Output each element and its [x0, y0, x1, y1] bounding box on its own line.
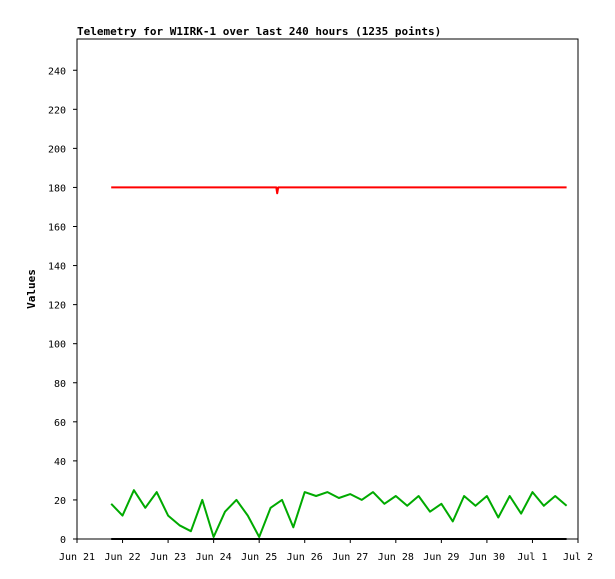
series-line-2	[110, 489, 568, 538]
x-tick-label: Jun 22	[104, 552, 140, 563]
plot-frame	[76, 38, 579, 540]
x-tick-label: Jun 28	[378, 552, 414, 563]
x-tick-label: Jun 26	[287, 552, 323, 563]
y-tick-label: 140	[48, 262, 66, 273]
series-line-1	[111, 186, 567, 195]
y-tick-label: 240	[48, 66, 66, 77]
y-tick-label: 220	[48, 105, 66, 116]
x-tick-label: Jun 24	[196, 552, 232, 563]
y-tick-label: 20	[54, 496, 66, 507]
x-tick-label: Jun 23	[150, 552, 186, 563]
y-tick-label: 80	[54, 379, 66, 390]
y-axis-label: Values	[25, 269, 38, 309]
x-tick-label: Jun 29	[423, 552, 459, 563]
y-tick-label: 120	[48, 301, 66, 312]
chart-title: Telemetry for W1IRK-1 over last 240 hour…	[77, 25, 441, 38]
y-tick-label: 0	[60, 535, 66, 546]
x-tick-label: Jul 2	[563, 552, 593, 563]
y-axis-ticks: 0 20 40 60 80 100 120 140 160 180 200 220 240	[48, 66, 77, 546]
x-tick-label: Jun 25	[241, 552, 277, 563]
y-tick-label: 200	[48, 144, 66, 155]
x-tick-label: Jul 1	[517, 552, 547, 563]
x-tick-label: Jun 27	[332, 552, 368, 563]
y-tick-label: 180	[48, 183, 66, 194]
series-layer	[110, 186, 568, 540]
x-tick-label: Jun 21	[59, 552, 95, 563]
y-tick-label: 160	[48, 223, 66, 234]
y-tick-label: 60	[54, 418, 66, 429]
x-axis-ticks: Jun 21 Jun 22 Jun 23 Jun 24 Jun 25 Jun 26 Jun …	[59, 539, 593, 563]
x-tick-label: Jun 30	[469, 552, 505, 563]
y-tick-label: 100	[48, 340, 66, 351]
y-tick-label: 40	[54, 457, 66, 468]
